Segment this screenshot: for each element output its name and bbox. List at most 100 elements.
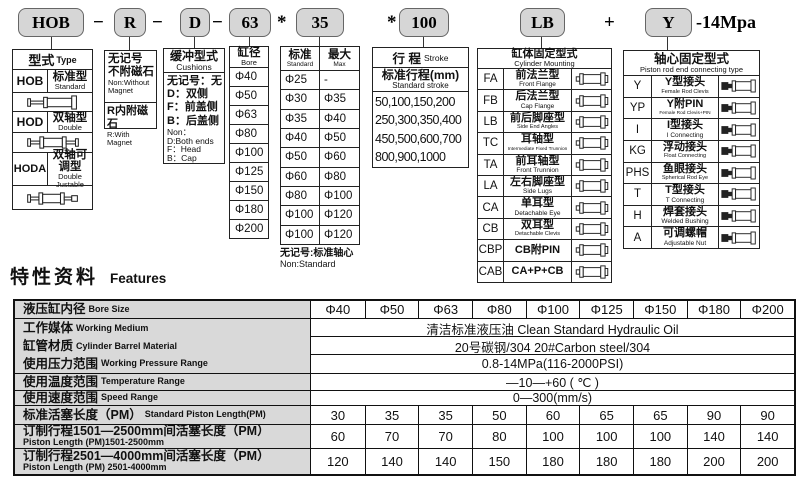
rod-end-code: T xyxy=(624,184,652,205)
bore-values: Φ40 Φ50 Φ63 Φ80 Φ100 Φ125 Φ150 Φ180 Φ200 xyxy=(230,68,268,238)
connector-line xyxy=(667,37,669,50)
rod-end-desc-en: Female Rod Clevis+PIN xyxy=(659,111,711,117)
mounting-row-fa: FA 前法兰型 Front Flange xyxy=(478,69,611,91)
pressure-rating-text: -14Mpa xyxy=(696,12,756,32)
bore-value: Φ63 xyxy=(230,106,268,125)
feature-value: 90 xyxy=(686,406,741,424)
mounting-desc-en: Detachable Eye xyxy=(514,209,561,217)
features-row: 订制行程1501—2500mm间活塞长度（PM） Piston Length (P… xyxy=(15,424,794,448)
cushions-header-en: Cushions xyxy=(176,61,212,72)
rod-max-header: 最大 Max xyxy=(320,47,359,70)
mounting-row-cb: CB 双耳型 Detachable Clevis xyxy=(478,218,611,241)
rod-end-desc: Y型接头 Female Rod Clevis xyxy=(652,76,719,97)
model-code-box-magnet: R xyxy=(114,8,146,37)
feature-value: 200 xyxy=(740,449,794,474)
mounting-row-cbp: CBP CB附PIN xyxy=(478,240,611,262)
rod-end-icon-cell xyxy=(719,98,759,119)
rod-end-row-kg: KG 浮动接头 Float Connecting xyxy=(624,140,759,163)
connector-line xyxy=(194,37,196,48)
type-desc: 双轴型 Double xyxy=(48,112,92,132)
feature-label: 工作媒体 Working Medium xyxy=(15,319,311,338)
feature-label-zh: 液压缸内径 xyxy=(23,302,86,316)
stroke-header-en: Stroke xyxy=(423,52,449,63)
magnet-none-zh1: 无记号 xyxy=(108,53,143,65)
rod-std-value: Φ30 xyxy=(281,90,321,109)
mounting-row-fb: FB 后法兰型 Cap Flange xyxy=(478,90,611,112)
rod-std-header: 标准 Standard xyxy=(281,47,321,70)
stroke-value-line: 450,500,600,700 xyxy=(375,131,462,146)
mounting-row-ta: TA 前耳轴型 Front Trunnion xyxy=(478,154,611,177)
mounting-desc: 后法兰型 Cap Flange xyxy=(504,90,572,111)
mounting-icon-cell xyxy=(572,155,611,175)
features-row: 使用温度范围 Temperature Range —10—+60 ( ℃ ) xyxy=(15,373,794,390)
connector-line xyxy=(541,37,543,48)
model-code-box-bore: 63 xyxy=(229,8,271,37)
rod-diameter-row: Φ25- xyxy=(281,71,359,91)
mounting-icon-cb xyxy=(575,222,608,236)
type-desc: 双轴可调型 Double Justable xyxy=(48,149,92,189)
feature-label: 使用压力范围 Working Pressure Range xyxy=(15,355,311,373)
bore-value: Φ80 xyxy=(230,125,268,144)
mounting-header-en: Cylinder Mounting xyxy=(514,59,575,68)
rod-std-value: Φ80 xyxy=(281,186,321,206)
separator-dash-2: − xyxy=(152,11,163,33)
connector-line xyxy=(249,37,251,46)
rod-end-row-yp: YP Y附PIN Female Rod Clevis+PIN xyxy=(624,97,759,120)
cylinder-type-icon-hob xyxy=(26,94,77,110)
rod-diameter-row: Φ50 Φ60 xyxy=(281,148,359,168)
rod-max-value: Φ120 xyxy=(324,209,353,222)
rod-end-icon-cell xyxy=(719,76,759,97)
mounting-desc-zh: 双耳型 xyxy=(521,218,554,231)
rod-std-value: Φ40 xyxy=(281,128,321,148)
feature-label-en: Temperature Range xyxy=(101,376,185,387)
cushion-option-en: B：Cap xyxy=(167,153,197,164)
rod-max-value: Φ35 xyxy=(324,93,346,106)
feature-value: 60 xyxy=(330,429,346,444)
cushions-column: 缓冲型式 Cushions 无记号：无 D：双侧 F：前盖侧 B：后盖侧 Non： D:B… xyxy=(163,48,225,164)
rod-end-desc: I型接头 I Connecting xyxy=(652,119,719,140)
rod-end-desc-zh: 浮动接头 xyxy=(663,140,707,153)
feature-value: 140 xyxy=(686,425,741,448)
rod-end-desc-zh: 焊套接头 xyxy=(663,205,707,218)
mounting-icon-ca xyxy=(575,201,608,215)
separator-plus: + xyxy=(604,11,615,33)
feature-value: 180 xyxy=(579,449,633,474)
rod-max-value: Φ80 xyxy=(324,170,346,183)
mounting-code: CB xyxy=(478,218,504,240)
rod-end-icon-cell xyxy=(719,119,759,140)
type-column: 型式 Type HOB 标准型 Standard HOD 双轴型 Double HODA 双轴… xyxy=(12,49,93,210)
mounting-code: LB xyxy=(478,111,504,133)
stroke-value-line: 250,300,350,400 xyxy=(375,113,462,128)
bore-value: Φ50 xyxy=(230,87,268,106)
mounting-icon-cell xyxy=(572,90,611,110)
rod-end-icon-i xyxy=(721,123,756,137)
feature-label: 订制行程1501—2500mm间活塞长度（PM） Piston Length (P… xyxy=(15,425,311,448)
rod-end-code: KG xyxy=(624,140,652,162)
rod-end-desc: 可调螺帽 Adjustable Nut xyxy=(652,227,719,248)
bore-value: Φ180 xyxy=(230,201,268,220)
mounting-row-ca: CA 单耳型 Detachable Eye xyxy=(478,197,611,219)
mounting-code: CAB xyxy=(478,261,504,283)
feature-label-en: Piston Length (PM) 2501-4000mm xyxy=(23,462,167,473)
rod-max-en: Max xyxy=(333,61,346,68)
rod-end-row-y: Y Y型接头 Female Rod Clevis xyxy=(624,76,759,98)
feature-label-en: Piston Length (PM)1501-2500mm xyxy=(23,437,165,448)
type-icon-row xyxy=(13,186,92,211)
mounting-desc-zh: 单耳型 xyxy=(521,197,554,210)
feature-value: Φ50 xyxy=(364,301,419,318)
mounting-row-la: LA 左右脚座型 Side Lugs xyxy=(478,176,611,198)
rod-max-value: Φ50 xyxy=(324,132,346,145)
mounting-icon-cell xyxy=(572,197,611,217)
mounting-desc: 单耳型 Detachable Eye xyxy=(504,197,572,218)
rod-max-value: Φ120 xyxy=(324,228,353,241)
rod-end-code: A xyxy=(624,227,652,248)
bore-header: 缸径 Bore xyxy=(230,47,268,68)
feature-value: 150 xyxy=(472,449,526,474)
stroke-column: 行 程 Stroke 标准行程(mm) Standard stroke 50,1… xyxy=(372,47,469,168)
mounting-code: TC xyxy=(478,133,504,154)
type-desc-en: Double xyxy=(58,123,82,132)
cylinder-type-icon-hod xyxy=(26,136,79,149)
mounting-desc-en: Detachable Clevis xyxy=(514,231,561,238)
type-desc: 标准型 Standard xyxy=(48,70,92,92)
type-column-header: 型式 Type xyxy=(13,50,92,70)
